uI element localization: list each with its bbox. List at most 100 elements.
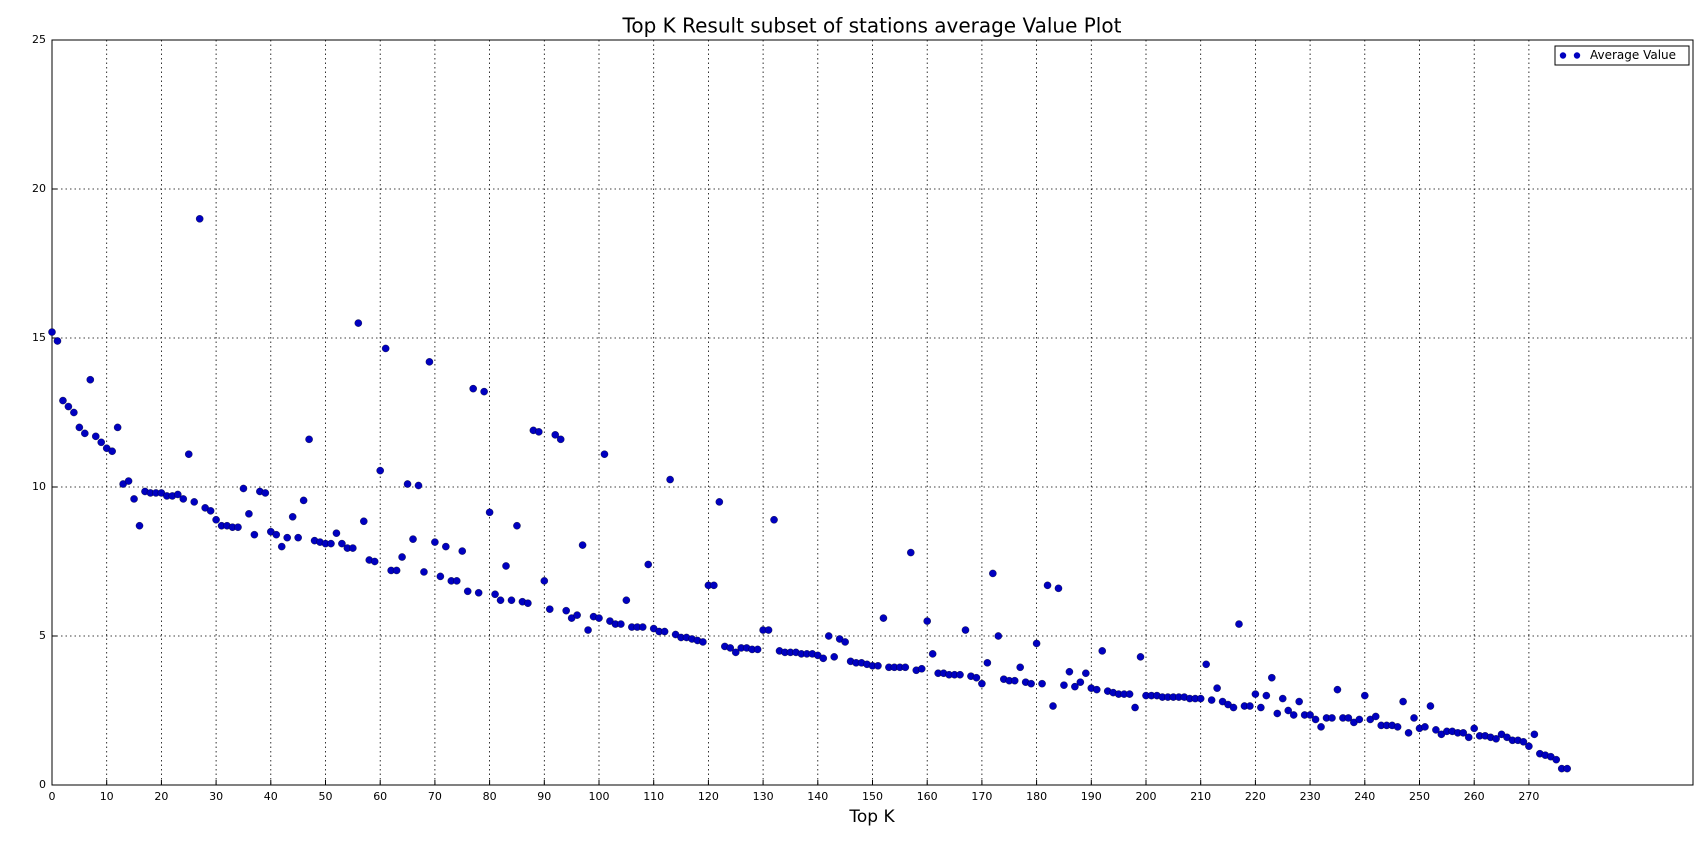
data-point [283,533,291,542]
data-point [75,423,84,432]
data-point [535,428,543,436]
data-point [1393,723,1402,731]
data-point [524,599,532,607]
data-point [436,572,445,581]
data-point [1404,729,1413,737]
data-point [338,539,346,548]
data-point [644,560,652,569]
data-point [1344,714,1353,722]
x-tick-label: 150 [862,790,883,803]
data-point [206,507,215,515]
data-point [551,431,559,439]
y-tick-label: 25 [32,33,46,46]
data-point [1125,690,1134,698]
data-point [1311,715,1320,724]
data-point [1492,735,1500,743]
data-point [70,408,78,417]
data-point [277,542,286,551]
data-point [666,475,674,484]
data-point [1355,715,1364,724]
x-tick-label: 100 [589,790,610,803]
x-tick-label: 50 [319,790,333,803]
chart-title: Top K Result subset of stations average … [622,14,1122,38]
data-point [179,495,188,503]
data-point [1054,584,1063,593]
data-point [732,648,740,657]
data-point [245,510,253,518]
x-tick-label: 60 [373,790,387,803]
x-tick-label: 160 [917,790,938,803]
data-point [600,450,609,458]
data-point [480,387,488,396]
data-point [830,653,838,661]
y-tick-label: 15 [32,331,46,344]
data-point [431,538,439,546]
data-point [1032,639,1041,648]
data-point [584,626,592,634]
data-point [195,215,204,223]
x-tick-label: 120 [698,790,719,803]
x-tick-label: 260 [1464,790,1485,803]
data-point [639,623,647,631]
data-point [64,402,73,411]
data-point [469,384,477,393]
data-point [1049,702,1057,710]
data-point [1371,712,1380,721]
data-point [1246,702,1254,710]
data-point [1470,724,1478,733]
data-point [841,638,849,646]
y-tick-label: 20 [32,182,46,195]
x-tick-label: 70 [428,790,442,803]
y-tick-label: 10 [32,480,46,493]
data-point [234,523,242,531]
data-point [1071,682,1079,691]
x-tick-label: 10 [100,790,114,803]
data-point [770,516,778,524]
x-tick-label: 230 [1300,790,1321,803]
x-tick-label: 90 [537,790,551,803]
data-point [1131,703,1139,712]
data-point [1317,723,1325,731]
data-point [1421,723,1429,731]
data-point [1306,711,1314,719]
data-point [901,663,910,672]
data-point [978,679,986,688]
data-point [879,614,888,622]
data-point [250,530,259,539]
data-point [398,553,406,561]
data-point [622,596,631,604]
data-point [917,665,926,673]
data-point [425,358,434,366]
data-point [1229,703,1238,712]
data-point [1361,691,1369,700]
data-point [1530,730,1539,739]
data-point [617,620,625,628]
data-point [354,319,363,327]
data-point [332,529,341,537]
data-point [212,516,220,524]
data-point [381,344,390,353]
x-axis-label: Top K [848,807,895,827]
data-point [327,539,335,548]
data-point [1328,714,1336,722]
data-point [1038,679,1046,688]
x-tick-label: 20 [154,790,168,803]
data-point [824,632,833,640]
data-point [349,544,357,552]
x-tick-label: 220 [1245,790,1266,803]
data-point [1235,620,1243,628]
data-point [81,429,89,438]
data-point [272,530,281,539]
data-point [59,396,67,405]
data-point [288,513,297,521]
data-point [92,432,100,441]
legend-box [1554,45,1690,66]
data-point [1279,694,1287,703]
data-point [184,450,193,458]
data-point [513,521,521,530]
data-point [1552,755,1561,764]
data-point [239,484,248,493]
data-point [507,596,516,604]
data-point [710,581,718,590]
data-point [360,517,368,526]
